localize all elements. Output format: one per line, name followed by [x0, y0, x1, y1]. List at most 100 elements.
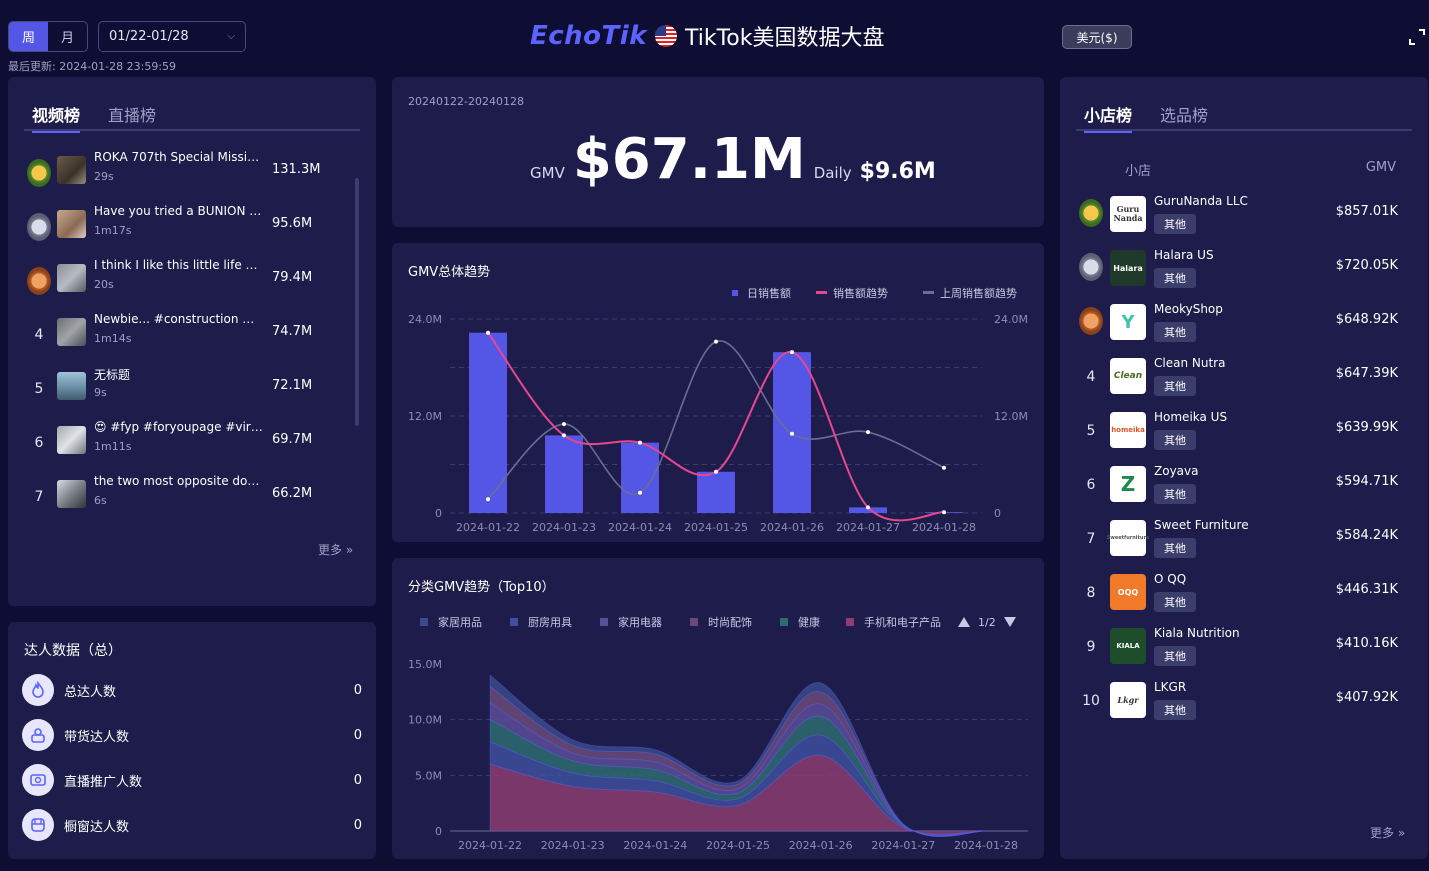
- talent-label: 带货达人数: [64, 729, 130, 745]
- video-value: 95.6M: [272, 216, 313, 231]
- video-value: 79.4M: [272, 270, 313, 285]
- chevron-down-icon: ⌵: [227, 31, 235, 42]
- list-item[interactable]: ROKA 707th Special Mission... 29s 131.3M: [26, 148, 326, 198]
- legend-swatch: [816, 291, 827, 294]
- rank-number: 8: [1086, 585, 1096, 601]
- data-point: [790, 431, 794, 436]
- period-month-button[interactable]: 月: [60, 31, 74, 46]
- shop-name: GuruNanda LLC: [1154, 194, 1248, 208]
- currency-button[interactable]: 美元($): [1062, 25, 1132, 49]
- legend-swatch: [600, 618, 608, 626]
- video-list-scrollbar[interactable]: [355, 178, 359, 426]
- live-video-icon: [22, 764, 54, 796]
- daily-label: Daily: [813, 164, 852, 182]
- tab-shop-ranking[interactable]: 小店榜: [1084, 97, 1133, 133]
- shop-gmv: $407.92K: [1335, 690, 1398, 705]
- y-tick-label: 5.0M: [415, 769, 442, 782]
- data-point: [638, 440, 642, 445]
- list-item[interactable]: 6 Z Zoyava 其他 $594.71K: [1078, 460, 1398, 514]
- video-title: ROKA 707th Special Mission...: [94, 150, 264, 164]
- gold-medal-icon: [1079, 199, 1103, 227]
- talent-panel-title: 达人数据（总）: [24, 643, 122, 659]
- video-duration: 9s: [94, 386, 107, 399]
- rank-number: 10: [1082, 693, 1100, 709]
- legend-swatch: [923, 291, 934, 294]
- video-title: 😍 #fyp #foryoupage #viral ...: [94, 420, 264, 434]
- list-item[interactable]: 8 OQQ O QQ 其他 $446.31K: [1078, 568, 1398, 622]
- shop-gmv: $639.99K: [1335, 420, 1398, 435]
- talent-value: 0: [353, 772, 362, 788]
- data-point: [714, 469, 718, 474]
- x-tick-label: 2024-01-28: [912, 521, 976, 534]
- list-item[interactable]: 10 Lkgr LKGR 其他 $407.92K: [1078, 676, 1398, 730]
- data-point: [562, 433, 566, 438]
- shop-name: Sweet Furniture: [1154, 518, 1249, 532]
- date-range-select[interactable]: 01/22-01/28 ⌵: [98, 21, 246, 52]
- talent-label: 直播推广人数: [64, 774, 143, 790]
- period-week-button[interactable]: 周: [9, 22, 48, 51]
- rank-badge: [26, 158, 52, 188]
- video-value: 72.1M: [272, 378, 313, 393]
- shop-logo: Lkgr: [1110, 682, 1146, 718]
- tab-live-ranking[interactable]: 直播榜: [108, 106, 157, 125]
- list-item[interactable]: 4 Newbie... #construction #fu... 1m14s 7…: [26, 310, 326, 360]
- x-tick-label: 2024-01-24: [608, 521, 672, 534]
- y-tick-label: 24.0M: [408, 313, 442, 326]
- daily-value: $9.6M: [859, 159, 936, 184]
- list-item[interactable]: 4 Clean Clean Nutra 其他 $647.39K: [1078, 352, 1398, 406]
- video-value: 131.3M: [272, 162, 321, 177]
- bar: [469, 332, 507, 513]
- shop-logo: OQQ: [1110, 574, 1146, 610]
- echotik-logo: EchoTik: [530, 21, 647, 51]
- tab-product-ranking[interactable]: 选品榜: [1160, 106, 1209, 125]
- list-item[interactable]: Y MeokyShop 其他 $648.92K: [1078, 298, 1398, 352]
- list-item[interactable]: 6 😍 #fyp #foryoupage #viral ... 1m11s 69…: [26, 418, 326, 468]
- list-item[interactable]: 5 无标题 9s 72.1M: [26, 364, 326, 414]
- list-item[interactable]: Guru Nanda GuruNanda LLC 其他 $857.01K: [1078, 190, 1398, 244]
- shop-category-tag: 其他: [1154, 700, 1196, 720]
- list-item[interactable]: 7 the two most opposite dogs... 6s 66.2M: [26, 472, 326, 522]
- video-more-link[interactable]: 更多 »: [318, 543, 354, 557]
- video-duration: 6s: [94, 494, 107, 507]
- list-item[interactable]: I think I like this little life #P... 20…: [26, 256, 326, 306]
- shop-more-link[interactable]: 更多 »: [1370, 826, 1406, 840]
- list-item[interactable]: 7 Sweetfurniture Sweet Furniture 其他 $584…: [1078, 514, 1398, 568]
- talent-value: 0: [353, 727, 362, 743]
- shop-logo: Y: [1110, 304, 1146, 340]
- gmv-value: $67.1M: [572, 127, 806, 192]
- bar: [849, 507, 887, 513]
- video-tabs: 视频榜 直播榜: [24, 97, 360, 133]
- data-point: [790, 350, 794, 355]
- list-item[interactable]: Have you tried a BUNION C... 1m17s 95.6M: [26, 202, 326, 252]
- shop-logo: Sweetfurniture: [1107, 520, 1149, 556]
- rank-number: 9: [1086, 639, 1096, 655]
- list-item[interactable]: 9 KIALA Kiala Nutrition 其他 $410.16K: [1078, 622, 1398, 676]
- list-item[interactable]: 5 homeika Homeika US 其他 $639.99K: [1078, 406, 1398, 460]
- legend-label: 健康: [798, 615, 820, 629]
- area-series: [489, 734, 987, 836]
- rank-badge: [1078, 252, 1104, 282]
- rank-number: 4: [1086, 369, 1096, 385]
- shop-gmv: $647.39K: [1335, 366, 1398, 381]
- fullscreen-icon[interactable]: [1408, 28, 1426, 46]
- shop-name: Kiala Nutrition: [1154, 626, 1240, 640]
- video-title: Newbie... #construction #fu...: [94, 312, 264, 326]
- shop-name: LKGR: [1154, 680, 1187, 694]
- x-tick-label: 2024-01-23: [532, 521, 596, 534]
- y2-tick-label: 0: [994, 507, 1001, 520]
- rank-number: 6: [34, 435, 44, 451]
- tab-video-ranking[interactable]: 视频榜: [32, 97, 81, 133]
- shop-logo: KIALA: [1110, 628, 1146, 664]
- bar: [697, 471, 735, 513]
- gmv-date-range: 20240122-20240128: [408, 95, 524, 108]
- list-item[interactable]: Halara Halara US 其他 $720.05K: [1078, 244, 1398, 298]
- legend-label: 日销售额: [747, 286, 791, 300]
- x-tick-label: 2024-01-22: [458, 839, 522, 852]
- legend-label: 销售额趋势: [833, 286, 888, 300]
- shop-category-tag: 其他: [1154, 376, 1196, 396]
- shop-category-tag: 其他: [1154, 322, 1196, 342]
- legend-label: 厨房用具: [528, 616, 572, 629]
- shop-logo: Halara: [1110, 250, 1146, 286]
- video-title: Have you tried a BUNION C...: [94, 204, 264, 218]
- legend-label: 上周销售额趋势: [940, 286, 1017, 300]
